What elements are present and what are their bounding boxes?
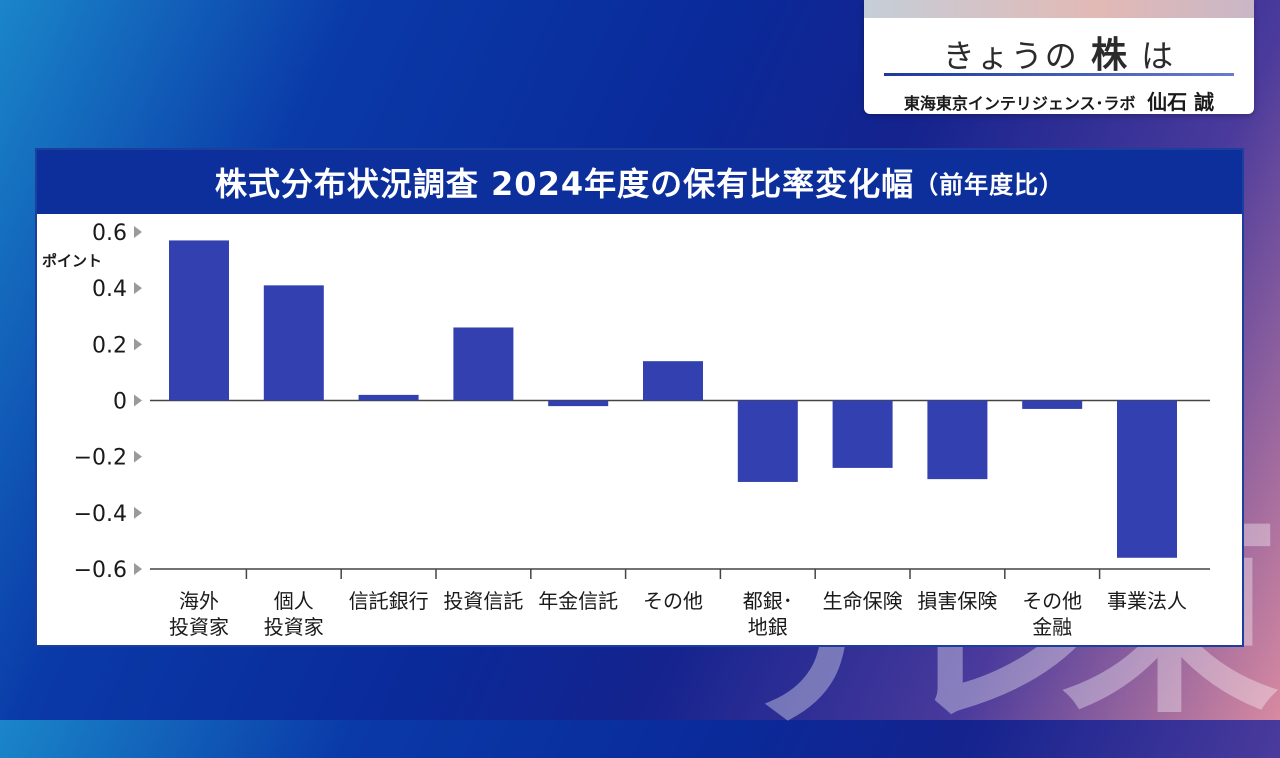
program-title: きょうの 株 は: [864, 26, 1254, 78]
x-category-label: 損害保険: [917, 589, 997, 613]
x-category-label: 海外: [179, 589, 219, 613]
program-title-box: きょうの 株 は 東海東京インテリジェンス･ラボ 仙石 誠: [864, 0, 1254, 114]
y-tick-arrow: [134, 450, 142, 463]
x-category-label: 投資家: [264, 615, 324, 639]
y-tick-label: 0.6: [92, 221, 127, 246]
bar: [737, 400, 798, 482]
bar: [927, 400, 988, 480]
presenter-caption: 東海東京インテリジェンス･ラボ 仙石 誠: [864, 86, 1254, 115]
bar-chart: 0.60.40.20−0.2−0.4−0.6ポイント海外投資家個人投資家信託銀行…: [42, 221, 1210, 639]
x-category-label: 事業法人: [1107, 589, 1187, 613]
y-tick-label: −0.6: [74, 558, 127, 583]
bar: [358, 394, 419, 401]
bar: [263, 285, 324, 401]
x-category-label: 都銀･: [743, 589, 793, 613]
y-tick-label: −0.4: [74, 502, 127, 527]
program-title-prefix: きょうの: [942, 37, 1079, 75]
y-tick-arrow: [134, 563, 142, 575]
y-tick-arrow: [134, 226, 142, 238]
program-title-strong: 株: [1090, 35, 1129, 76]
program-title-underline: [884, 73, 1234, 76]
x-category-label: 個人: [274, 589, 314, 613]
y-tick-arrow: [134, 394, 142, 407]
bar: [832, 400, 893, 468]
x-category-label: 投資家: [169, 615, 229, 639]
y-axis-label: ポイント: [42, 252, 102, 270]
program-title-suffix: は: [1141, 37, 1176, 75]
y-tick-arrow: [134, 506, 142, 519]
program-title-strip: [864, 0, 1254, 18]
y-tick-arrow: [134, 282, 142, 295]
chart-panel: 株式分布状況調査 2024年度の保有比率変化幅 （前年度比） 0.6 0.4 0.2…: [35, 148, 1244, 647]
presenter-name: 仙石 誠: [1147, 90, 1215, 114]
bar: [453, 327, 514, 401]
x-category-label: 年金信託: [538, 589, 618, 613]
chart-title: 株式分布状況調査 2024年度の保有比率変化幅: [214, 165, 915, 203]
bar: [643, 361, 703, 401]
x-category-label: 生命保険: [823, 589, 903, 613]
bar: [1022, 400, 1083, 409]
y-tick-label: −0.2: [74, 446, 127, 471]
bar: [548, 400, 609, 407]
bar: [169, 240, 229, 401]
x-category-label: 金融: [1032, 615, 1072, 639]
y-tick-arrow: [134, 338, 142, 351]
x-category-label: 投資信託: [443, 589, 523, 613]
x-category-label: 信託銀行: [349, 589, 429, 613]
chart-title-bar: 株式分布状況調査 2024年度の保有比率変化幅 （前年度比）: [37, 150, 1242, 214]
x-category-label: その他: [643, 589, 703, 613]
bar: [1117, 400, 1177, 558]
y-tick-label: 0: [113, 390, 127, 415]
chart-subtitle: （前年度比）: [914, 170, 1065, 199]
y-tick-label: 0.4: [92, 277, 127, 302]
y-tick-label: 0.2: [92, 333, 127, 358]
x-category-label: その他: [1022, 589, 1082, 613]
presenter-org: 東海東京インテリジェンス･ラボ: [903, 94, 1136, 113]
x-category-label: 地銀: [748, 615, 788, 639]
